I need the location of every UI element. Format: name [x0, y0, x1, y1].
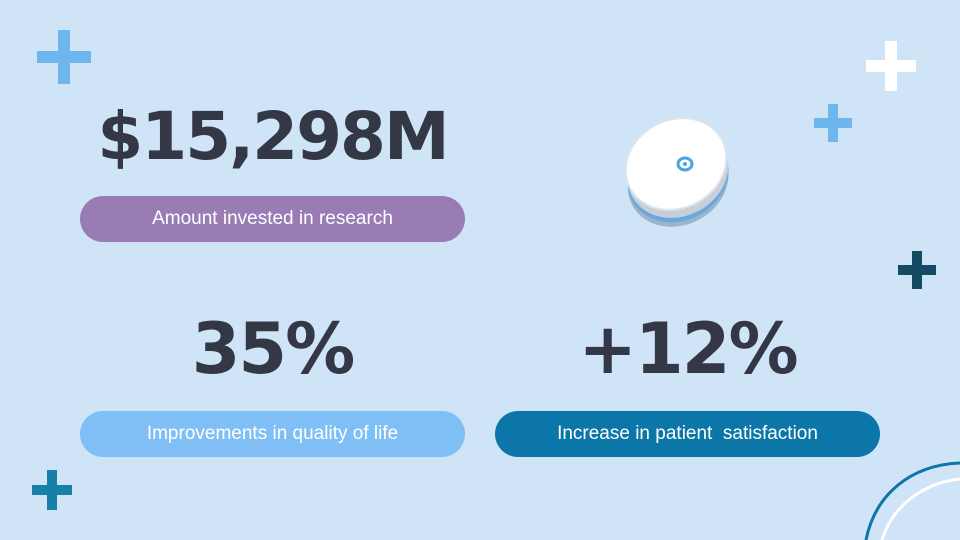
stat-value-satisfaction: +12% [578, 308, 798, 390]
plus-icon-dark-right [898, 251, 936, 289]
plus-icon-small-right [814, 104, 852, 142]
stat-label-research: Amount invested in research [80, 196, 465, 242]
stat-label-quality: Improvements in quality of life [80, 411, 465, 457]
plus-icon-bottom-left [32, 470, 72, 510]
stat-value-research: $15,298M [97, 98, 449, 175]
glucose-sensor-icon [612, 100, 742, 235]
curve-decoration [860, 455, 960, 540]
stat-value-quality: 35% [191, 308, 356, 390]
plus-icon-top-left [37, 30, 91, 84]
plus-icon-top-right [866, 41, 916, 91]
stat-label-satisfaction: Increase in patient satisfaction [495, 411, 880, 457]
